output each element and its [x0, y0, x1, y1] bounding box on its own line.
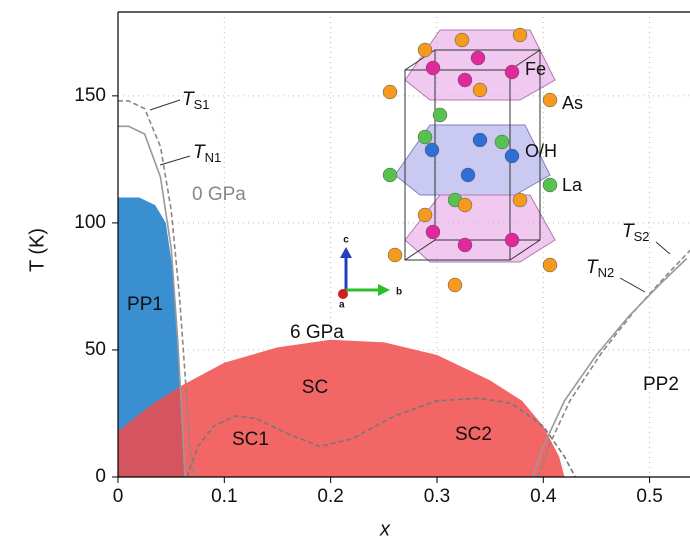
y-tick-label: 50 — [85, 339, 106, 360]
annotation: TS2 — [622, 221, 650, 244]
region-label: SC — [302, 377, 328, 398]
subscript: S2 — [634, 229, 650, 244]
y-tick-label: 0 — [95, 466, 106, 487]
region-label: PP1 — [127, 294, 163, 315]
y-tick-label: 150 — [74, 85, 106, 106]
axis-glyph-label: c — [343, 235, 349, 246]
annotation: SC2 — [455, 424, 492, 445]
x-tick-label: 0 — [113, 486, 124, 507]
annotation: TN2 — [586, 257, 614, 280]
axis-glyph-label: a — [339, 300, 345, 311]
annotation: TN1 — [193, 142, 221, 165]
subscript: S1 — [194, 97, 210, 112]
crystal-structure: Fe As O/H La a b c — [338, 28, 583, 311]
x-axis-label: x — [379, 518, 391, 540]
subscript: N1 — [205, 150, 222, 165]
axis-glyph-label: b — [396, 287, 402, 298]
leader-line — [150, 100, 180, 110]
annotation: TS1 — [182, 89, 210, 112]
x-tick-label: 0.5 — [636, 486, 662, 507]
annotation: PP2 — [643, 374, 679, 395]
annotation: 6 GPa — [290, 322, 344, 343]
x-tick-label: 0.4 — [530, 486, 557, 507]
area — [118, 340, 565, 477]
atom-label: O/H — [525, 141, 557, 161]
curve — [538, 248, 690, 477]
atom-label: Fe — [525, 59, 546, 79]
x-tick-label: 0.2 — [317, 486, 343, 507]
y-axis-label: T (K) — [26, 228, 48, 272]
subscript: N2 — [598, 265, 615, 280]
annotation: SC1 — [232, 429, 269, 450]
atom-label: As — [562, 93, 583, 113]
axes-glyph: a b c — [338, 235, 402, 311]
leader-line — [160, 156, 190, 165]
atom-label: La — [562, 175, 583, 195]
chart: Fe As O/H La a b c TS1 TN1 0 GPa 6 GPa SC1 SC… — [0, 0, 690, 543]
x-tick-label: 0.1 — [211, 486, 237, 507]
leader-line — [620, 278, 645, 292]
leader-line — [656, 242, 670, 254]
y-tick-label: 100 — [74, 212, 106, 233]
annotation: 0 GPa — [192, 184, 246, 205]
page: {"chart_data": { "type": "line", "x_labe… — [0, 0, 690, 543]
x-tick-label: 0.3 — [424, 486, 450, 507]
